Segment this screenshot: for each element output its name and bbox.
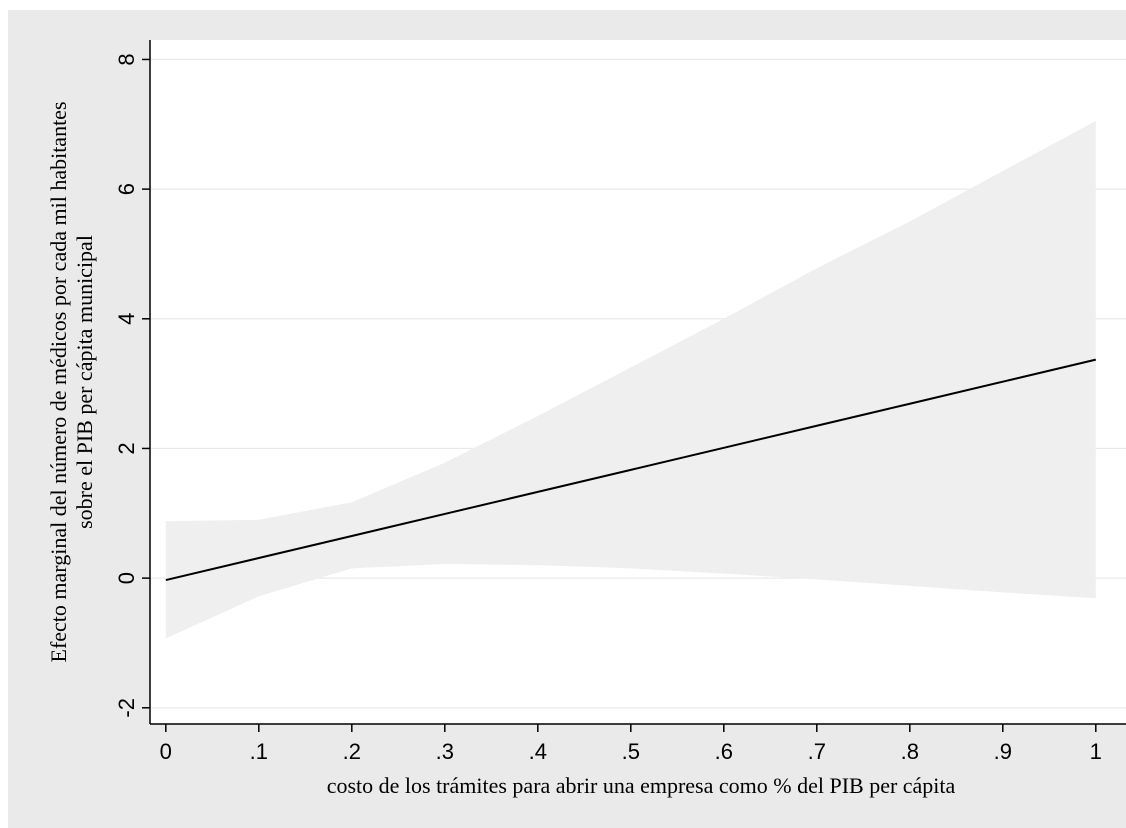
x-axis-title: costo de los trámites para abrir una emp… [327, 773, 956, 798]
y-tick-label: -2 [114, 698, 139, 718]
x-tick-label: .1 [250, 739, 268, 764]
axes [149, 40, 1126, 725]
y-axis-title-line-1: Efecto marginal del número de médicos po… [46, 101, 71, 662]
x-tick-label: .9 [994, 739, 1012, 764]
x-tick-label: .4 [529, 739, 547, 764]
y-axis-title: Efecto marginal del número de médicos po… [46, 101, 97, 662]
y-tick-label: 8 [114, 53, 139, 65]
x-tick-label: .6 [715, 739, 733, 764]
x-tick-label: .7 [808, 739, 826, 764]
x-tick-label: .3 [436, 739, 454, 764]
marginal-effect-line [165, 358, 1097, 582]
x-tick-label: .8 [901, 739, 919, 764]
confidence-band [165, 121, 1096, 639]
y-tick-label: 6 [114, 183, 139, 195]
y-tick-label: 0 [114, 572, 139, 584]
y-tick-label: 2 [114, 442, 139, 454]
y-ticks: -2 0 2 4 6 8 [114, 53, 150, 718]
y-tick-label: 4 [114, 313, 139, 325]
x-tick-label: .5 [622, 739, 640, 764]
y-axis-title-line-2: sobre el PIB per cápita municipal [72, 235, 97, 529]
x-ticks: 0 .1 .2 .3 .4 .5 .6 .7 .8 .9 1 [160, 724, 1102, 764]
x-tick-label: .2 [343, 739, 361, 764]
x-tick-label: 0 [160, 739, 172, 764]
x-tick-label: 1 [1090, 739, 1102, 764]
chart-frame: -2 0 2 4 6 8 0 .1 .2 .3 .4 .5 .6 .7 .8 .9 1 costo de lo… [8, 10, 1126, 828]
line-chart: -2 0 2 4 6 8 0 .1 .2 .3 .4 .5 .6 .7 .8 .9 1 costo de lo… [46, 40, 1126, 798]
